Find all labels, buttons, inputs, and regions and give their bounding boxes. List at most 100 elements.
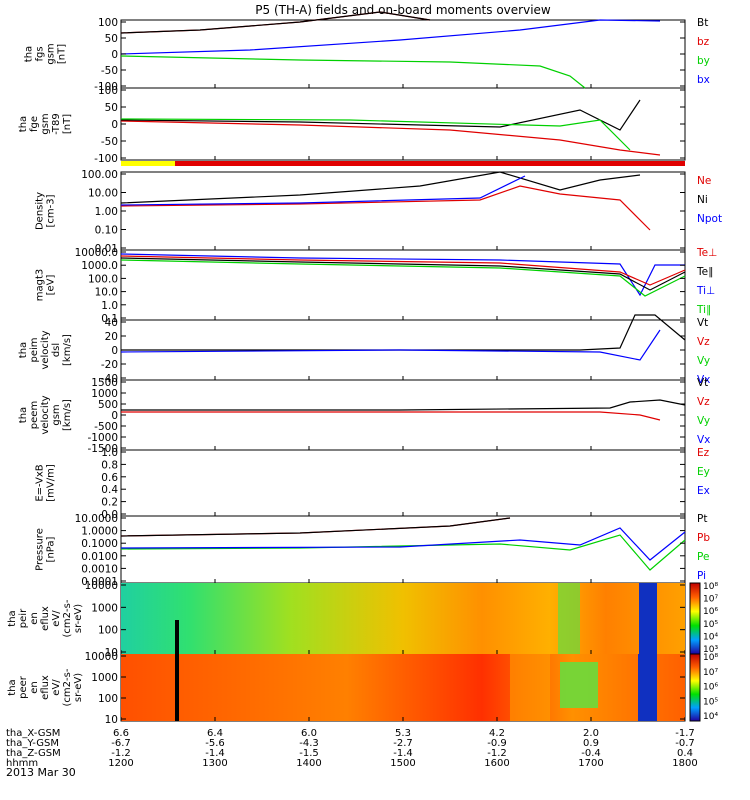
ylabel-peir: eflux <box>40 606 51 631</box>
ytick-label-pressure: 10.0000 <box>75 513 118 525</box>
legend-pressure-Pi: Pi <box>697 570 706 582</box>
ytick-label-fge: -100 <box>94 153 118 165</box>
trace-density-ni <box>120 171 641 204</box>
state-bar-slow <box>121 161 175 166</box>
ephemeris-table: tha_X-GSM 6.6 6.4 6.0 5.3 4.2 2.0 -1.7 tha_Y-GSM… <box>6 728 698 769</box>
ytick-label-peim: 40 <box>105 317 118 329</box>
ylabel-fgs: gsm <box>46 43 57 64</box>
ytick-label-efield: 0.0 <box>101 509 118 521</box>
ephem-value: 4.2 <box>489 728 505 739</box>
trace-pressure-pi <box>120 527 686 561</box>
trace-fgs-bt <box>120 11 431 34</box>
ytick-label-peim: 0 <box>111 345 118 357</box>
ytick-label-fge: 100 <box>98 85 118 97</box>
peir-gap <box>175 620 179 654</box>
ephem-label: tha_Y-GSM <box>6 738 59 749</box>
ylabel-peim: velocity <box>40 330 51 369</box>
ylabel-efield: E=-VxB <box>35 464 46 501</box>
ytick-label-pressure: 0.1000 <box>81 538 118 550</box>
legend-density-Npot: Npot <box>697 213 722 225</box>
spectrograms <box>121 583 685 721</box>
panel-frame-peem <box>120 379 686 451</box>
ephem-value: -0.9 <box>487 738 507 749</box>
ytick-label-fgs: -100 <box>94 81 118 93</box>
peir-green-band <box>558 583 580 654</box>
ytick-label-fgs: 0 <box>111 49 118 61</box>
ylabel-efield: [mV/m] <box>46 464 57 502</box>
legend-pressure-Pt: Pt <box>697 513 707 525</box>
legend-density-Ne: Ne <box>697 175 711 187</box>
ytick-label-efield: 0.6 <box>101 472 118 484</box>
ylabel-pressure: [nPa] <box>46 536 57 562</box>
ephem-label: tha_X-GSM <box>6 728 60 739</box>
ytick-label-temp: 0.1 <box>101 313 118 325</box>
ytick-label-density: 0.01 <box>95 243 118 255</box>
legend-peim-Vt: Vt <box>697 317 708 329</box>
colorbar-label-peer: 10⁴ <box>703 712 718 722</box>
legend-efield-Ex: Ex <box>697 485 710 497</box>
legend-efield-Ey: Ey <box>697 466 710 478</box>
ylabel-peim: dsl <box>51 343 62 357</box>
ylabel-peem: velocity <box>40 395 51 434</box>
peer-green-band <box>560 662 598 708</box>
ephem-value: -1.2 <box>487 748 507 759</box>
ephem-value: -1.2 <box>111 748 131 759</box>
ytick-label-fge: 0 <box>111 119 118 131</box>
ephem-value: 1300 <box>202 758 227 769</box>
trace-temp-tiperp <box>120 253 685 297</box>
ylabel-peim: tha <box>18 342 29 358</box>
trace-temp-tipar <box>120 259 686 297</box>
colorbar-label-peer: 10⁶ <box>703 683 718 693</box>
colorbar-label-peir: 10⁵ <box>703 620 718 630</box>
legends: BtbzbybxNeNiNpotTe⊥Te∥Ti⊥Ti∥VtVzVyVxVtVz… <box>696 17 722 722</box>
ytick-label-peem: -500 <box>94 421 118 433</box>
legend-peem-Vy: Vy <box>697 415 710 427</box>
plot-date: 2013 Mar 30 <box>6 766 76 779</box>
legend-temp-Ti∥: Ti∥ <box>696 304 711 316</box>
trace-peem-vz <box>121 411 661 421</box>
ephem-value: -1.4 <box>205 748 225 759</box>
ytick-label-temp: 10000.0 <box>75 247 118 259</box>
ylabel-fgs: tha <box>24 46 35 62</box>
peir-blue-band <box>639 583 657 654</box>
ytick-label-peem: 1000 <box>91 388 118 400</box>
colorbar-label-peer: 10⁸ <box>703 653 718 663</box>
ylabel-peem: peem <box>29 401 40 429</box>
ylabel-fge: tha <box>18 116 29 132</box>
ylabel-fge: gsm <box>40 113 51 134</box>
legend-fgs-Bt: Bt <box>697 17 708 29</box>
plot-title: P5 (TH-A) fields and on-board moments ov… <box>255 3 551 17</box>
colorbar-label-peir: 10³ <box>703 645 718 655</box>
ylabel-temp: magt3 <box>35 269 46 302</box>
ytick-label-peem: -1000 <box>87 432 118 444</box>
ytick-label-fge: -50 <box>101 136 118 148</box>
trace-fge <box>120 120 661 156</box>
ephem-value: -0.7 <box>675 738 695 749</box>
ylabel-density: Density <box>35 192 46 230</box>
legend-peem-Vz: Vz <box>697 396 710 408</box>
ytick-label-efield: 0.4 <box>101 484 118 496</box>
legend-density-Ni: Ni <box>697 194 708 206</box>
ylabel-peir: (cm2-s- <box>62 599 73 637</box>
legend-peem-Vt: Vt <box>697 377 708 389</box>
colorbars <box>689 582 701 722</box>
ephem-value: 1400 <box>296 758 321 769</box>
trace-peim-vx <box>120 329 661 361</box>
trace-temp-tepar <box>120 257 686 291</box>
ytick-label-pressure: 1.0000 <box>81 526 118 538</box>
ephem-label: tha_Z-GSM <box>6 748 61 759</box>
ephem-value: 1200 <box>108 758 133 769</box>
ytick-label-temp: 10.0 <box>95 287 118 299</box>
colorbar-label-peir: 10⁶ <box>703 607 718 617</box>
panel-frame-pressure <box>120 515 686 584</box>
ephem-value: 2.0 <box>583 728 599 739</box>
ytick-label-efield: 0.2 <box>101 497 118 509</box>
ytick-label-peem: 1500 <box>91 377 118 389</box>
ylabel-fge: -T89 <box>51 113 62 135</box>
ylabel-peir: en <box>29 612 40 625</box>
colorbar-label-peir: 10⁴ <box>703 632 718 642</box>
ytick-label-density: 0.10 <box>95 225 118 237</box>
